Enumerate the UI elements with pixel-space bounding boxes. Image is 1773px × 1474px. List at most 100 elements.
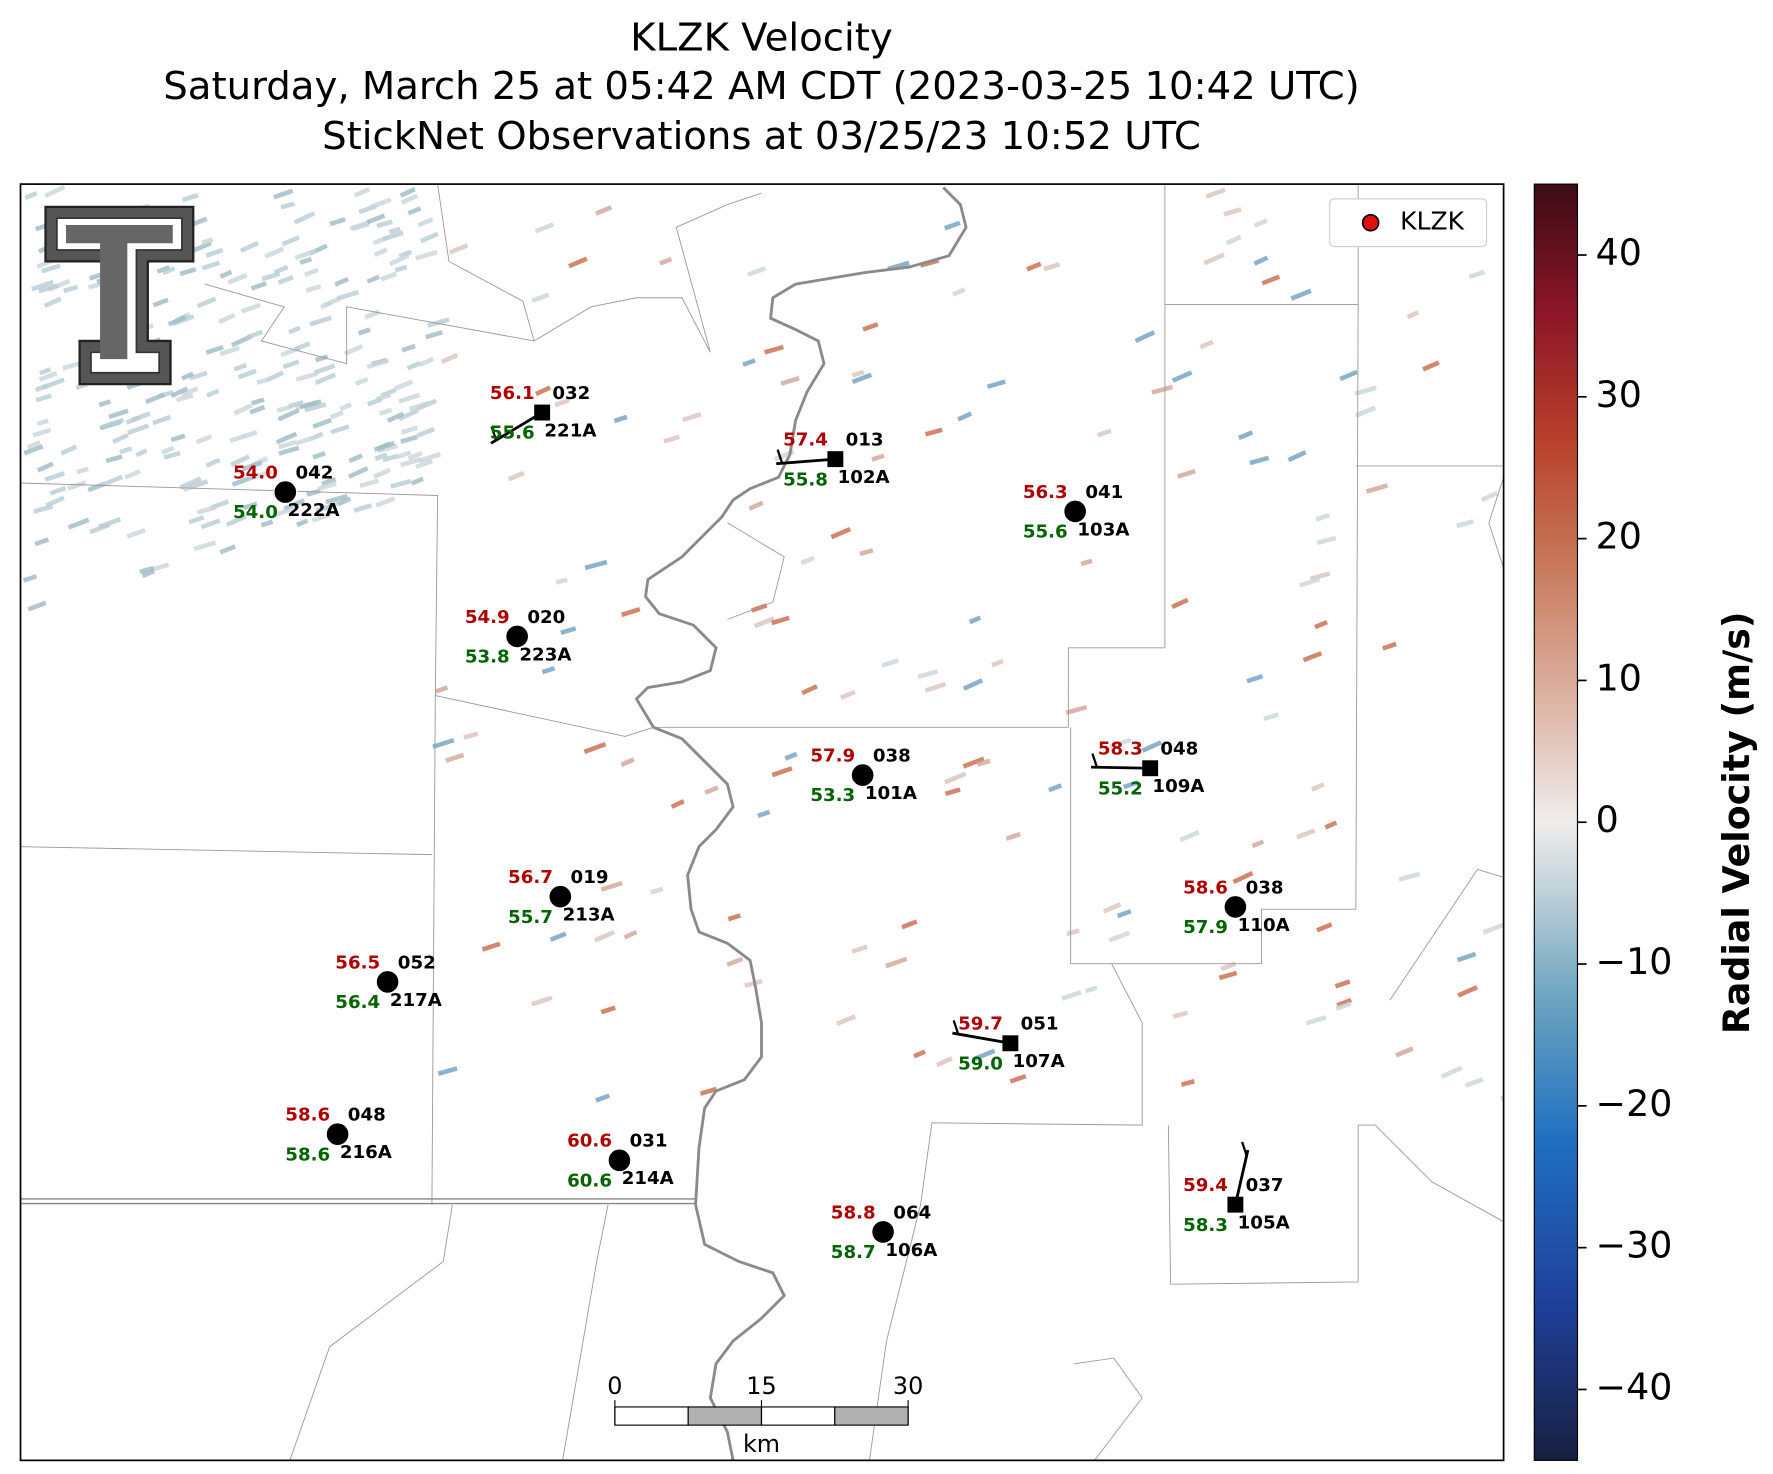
radar-gate <box>1043 261 1061 272</box>
colorbar-axis: −40 −30 −20 −10 0 10 20 30 40 <box>1577 231 1672 1408</box>
radar-gate <box>1203 252 1225 266</box>
radar-gate <box>1171 597 1189 610</box>
station: 57.4 013 55.8 102A <box>776 429 890 490</box>
radar-gate <box>1223 207 1242 217</box>
station: 56.3 041 55.6 103A <box>1023 482 1130 543</box>
radar-gate <box>189 240 212 254</box>
radar-gate <box>325 493 348 505</box>
radar-gate <box>195 434 213 445</box>
radar-gate <box>261 271 281 282</box>
radar-gate <box>87 481 106 493</box>
radar-gate <box>871 453 885 462</box>
radar-gate <box>1102 902 1122 914</box>
radar-gate <box>670 799 685 809</box>
radar-gate <box>376 219 393 229</box>
radar-gate <box>205 247 224 258</box>
station-marker <box>325 1122 350 1147</box>
radar-gate <box>801 684 818 696</box>
radar-gate <box>623 929 638 940</box>
radar-gate <box>34 223 48 232</box>
radar-gate <box>1141 740 1163 753</box>
radar-gate <box>659 256 673 266</box>
radar-gate <box>549 931 567 942</box>
county-line <box>1073 1357 1143 1461</box>
radar-gate <box>246 329 264 340</box>
radar-gate <box>353 187 371 198</box>
radar-gate <box>1005 831 1022 841</box>
station-marker <box>273 480 298 505</box>
radar-gate <box>359 478 380 488</box>
radar-gate <box>419 231 439 244</box>
radar-gate <box>250 281 267 291</box>
radar-gate <box>463 731 479 740</box>
county-line <box>727 522 785 620</box>
radar-gate <box>241 430 258 440</box>
radar-gate <box>1122 780 1139 790</box>
radar-gate <box>699 1086 718 1096</box>
radar-gate <box>936 1056 953 1068</box>
radar-gate <box>851 372 873 384</box>
logo <box>44 205 195 386</box>
wind-direction: 037 <box>1246 1175 1284 1196</box>
radar-gate <box>334 276 349 287</box>
radar-gate <box>388 253 410 267</box>
radar-gate <box>175 393 194 403</box>
dewpoint: 55.2 <box>1098 778 1143 799</box>
radar-gate <box>410 476 424 486</box>
radar-gate <box>26 440 41 450</box>
temperature: 60.6 <box>567 1131 612 1152</box>
radar-gate <box>1440 1065 1463 1079</box>
wind-barb-flag <box>1091 753 1099 768</box>
radar-gate <box>399 186 416 198</box>
radar-gate <box>613 414 628 424</box>
radar-gate <box>408 400 430 412</box>
radar-gate <box>784 751 798 761</box>
station: 59.7 051 59.0 107A <box>952 1014 1065 1074</box>
radar-gate <box>370 197 392 210</box>
radar-gate <box>67 517 90 530</box>
radar-gate <box>102 417 125 429</box>
radar-gate <box>321 476 337 487</box>
radar-gate <box>944 787 961 796</box>
dewpoint: 58.3 <box>1183 1215 1228 1236</box>
scale-segment <box>760 1406 836 1426</box>
radar-gate <box>535 385 551 397</box>
radar-gate <box>968 615 982 625</box>
radar-gate <box>568 256 588 269</box>
radar-gate <box>180 386 199 398</box>
radar-gate <box>913 1049 926 1059</box>
radar-gate <box>417 217 434 228</box>
radar-gate <box>862 322 879 332</box>
radar-gate <box>1151 384 1173 395</box>
radar-gate <box>22 574 38 583</box>
radar-gate <box>1065 704 1088 716</box>
radar-gate <box>951 287 966 297</box>
radar-gate <box>293 211 316 225</box>
radar-gate <box>555 577 568 585</box>
radar-gate <box>193 540 217 552</box>
radar-gate <box>885 956 908 969</box>
radar-gate <box>1172 1010 1189 1019</box>
colorbar-tick-label: 10 <box>1596 656 1642 699</box>
radar-gate <box>649 886 664 895</box>
radar-gate <box>835 1014 857 1026</box>
radar-gate <box>309 315 333 327</box>
radar-gate <box>139 565 155 575</box>
radar-gate <box>1324 820 1338 830</box>
radar-gate <box>313 363 336 375</box>
radar-gate <box>1500 1091 1504 1101</box>
radar-gate <box>1406 310 1420 320</box>
radar-gate <box>170 386 189 399</box>
radar-gate <box>305 284 322 293</box>
radar-gate <box>156 265 171 274</box>
radar-gate <box>377 443 398 454</box>
radar-gate <box>395 450 412 460</box>
colorbar <box>1533 183 1579 1461</box>
radar-gate <box>386 411 405 423</box>
radar-gate <box>560 626 577 635</box>
wind-direction: 038 <box>873 745 911 766</box>
radar-gate <box>400 193 419 205</box>
temperature: 56.7 <box>508 867 553 888</box>
